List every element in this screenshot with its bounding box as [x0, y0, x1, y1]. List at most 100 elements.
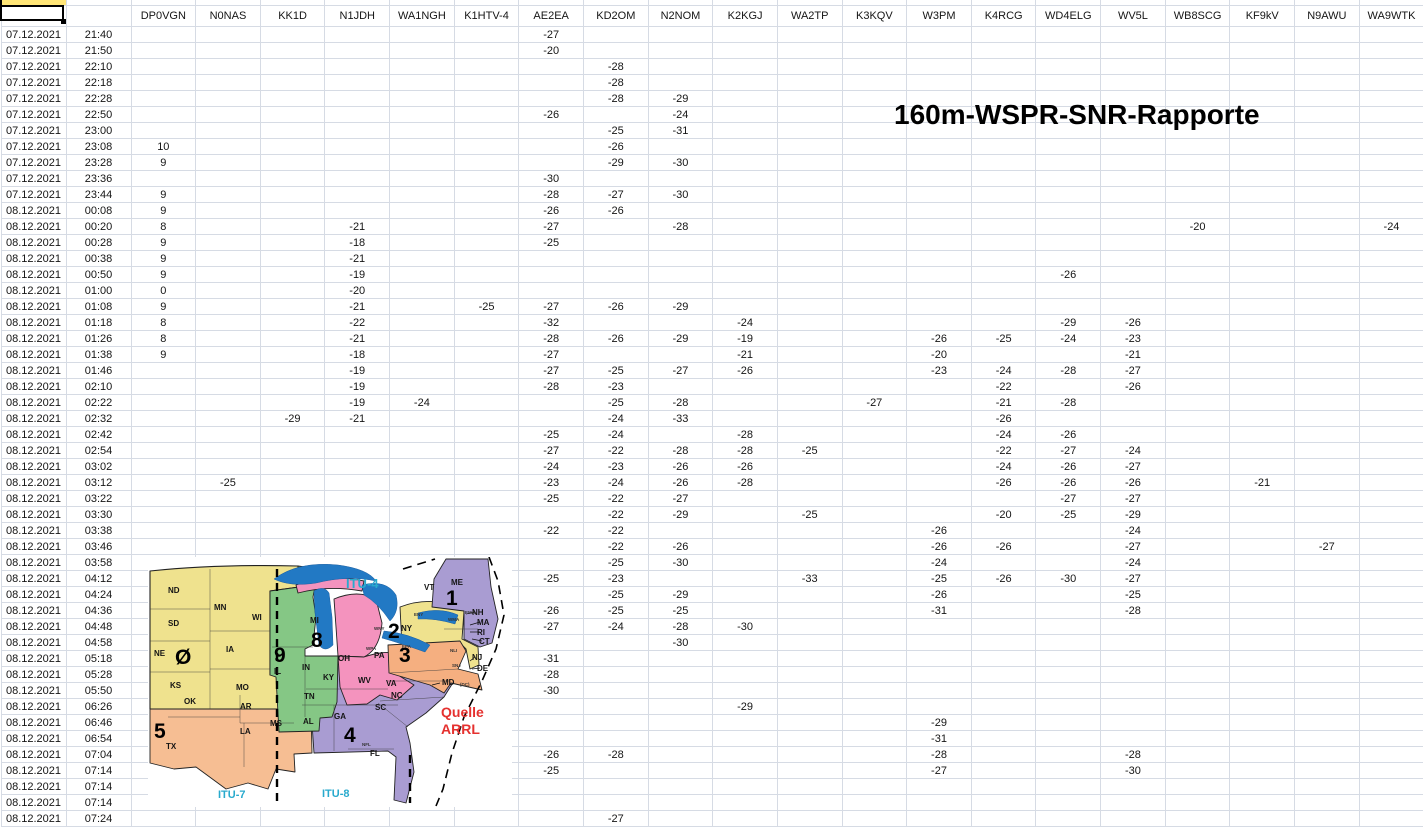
snr-cell[interactable] — [712, 602, 778, 619]
snr-cell[interactable] — [1035, 250, 1102, 267]
snr-cell[interactable] — [1229, 266, 1296, 283]
snr-cell[interactable]: -19 — [324, 362, 391, 379]
snr-cell[interactable] — [1359, 74, 1423, 91]
snr-cell[interactable] — [1294, 490, 1360, 507]
snr-cell[interactable] — [1165, 106, 1231, 123]
snr-cell[interactable] — [131, 490, 197, 507]
snr-cell[interactable] — [1294, 698, 1360, 715]
snr-cell[interactable] — [842, 170, 908, 187]
snr-cell[interactable] — [389, 138, 455, 155]
date-cell[interactable]: 07.12.2021 — [1, 154, 67, 171]
snr-cell[interactable] — [971, 746, 1037, 763]
snr-cell[interactable] — [260, 298, 326, 315]
snr-cell[interactable] — [1229, 218, 1296, 235]
snr-cell[interactable]: -23 — [583, 378, 649, 395]
snr-cell[interactable] — [712, 138, 778, 155]
snr-cell[interactable] — [1359, 106, 1423, 123]
snr-cell[interactable] — [842, 698, 908, 715]
snr-cell[interactable] — [260, 810, 326, 827]
snr-cell[interactable]: -28 — [712, 442, 778, 459]
snr-cell[interactable] — [1359, 586, 1423, 603]
snr-cell[interactable] — [1229, 410, 1296, 427]
cell[interactable] — [260, 0, 326, 6]
snr-cell[interactable]: -28 — [518, 186, 584, 203]
snr-cell[interactable] — [971, 730, 1037, 747]
snr-cell[interactable] — [195, 42, 261, 59]
snr-cell[interactable] — [1229, 106, 1296, 123]
snr-cell[interactable]: -24 — [712, 314, 778, 331]
snr-cell[interactable] — [583, 106, 649, 123]
snr-cell[interactable] — [777, 778, 843, 795]
snr-cell[interactable]: -27 — [583, 810, 649, 827]
snr-cell[interactable] — [1294, 474, 1360, 491]
snr-cell[interactable] — [131, 442, 197, 459]
snr-cell[interactable] — [454, 250, 520, 267]
snr-cell[interactable] — [1165, 346, 1231, 363]
snr-cell[interactable]: -26 — [971, 570, 1037, 587]
snr-cell[interactable] — [1229, 362, 1296, 379]
snr-cell[interactable] — [1100, 650, 1166, 667]
snr-cell[interactable] — [518, 794, 584, 811]
snr-cell[interactable] — [195, 314, 261, 331]
snr-cell[interactable]: -29 — [648, 298, 714, 315]
snr-cell[interactable] — [1165, 282, 1231, 299]
snr-cell[interactable]: -24 — [583, 618, 649, 635]
snr-cell[interactable]: -23 — [1100, 330, 1166, 347]
snr-cell[interactable] — [131, 394, 197, 411]
snr-cell[interactable] — [842, 746, 908, 763]
snr-cell[interactable] — [777, 250, 843, 267]
snr-cell[interactable]: -22 — [583, 538, 649, 555]
snr-cell[interactable] — [1229, 650, 1296, 667]
snr-cell[interactable] — [906, 106, 972, 123]
snr-cell[interactable] — [1229, 730, 1296, 747]
snr-cell[interactable] — [1359, 186, 1423, 203]
snr-cell[interactable]: -27 — [1100, 538, 1166, 555]
snr-cell[interactable]: -29 — [1100, 506, 1166, 523]
snr-cell[interactable]: -27 — [583, 186, 649, 203]
snr-cell[interactable]: -29 — [648, 90, 714, 107]
snr-cell[interactable] — [131, 122, 197, 139]
cell[interactable] — [648, 0, 714, 6]
snr-cell[interactable] — [1294, 42, 1360, 59]
snr-cell[interactable] — [1035, 650, 1102, 667]
snr-cell[interactable] — [1294, 378, 1360, 395]
snr-cell[interactable] — [260, 522, 326, 539]
snr-cell[interactable] — [1035, 682, 1102, 699]
snr-cell[interactable] — [777, 106, 843, 123]
snr-cell[interactable]: -25 — [583, 602, 649, 619]
snr-cell[interactable] — [906, 778, 972, 795]
snr-cell[interactable] — [777, 330, 843, 347]
snr-cell[interactable] — [648, 138, 714, 155]
snr-cell[interactable]: 9 — [131, 154, 197, 171]
cell[interactable] — [1294, 0, 1360, 6]
cell[interactable] — [454, 0, 520, 6]
snr-cell[interactable]: -28 — [1035, 362, 1102, 379]
snr-cell[interactable] — [712, 90, 778, 107]
snr-cell[interactable]: -27 — [1100, 362, 1166, 379]
snr-cell[interactable]: -26 — [583, 298, 649, 315]
time-cell[interactable]: 01:00 — [66, 282, 132, 299]
snr-cell[interactable] — [1229, 746, 1296, 763]
time-cell[interactable]: 01:18 — [66, 314, 132, 331]
snr-cell[interactable] — [454, 154, 520, 171]
snr-cell[interactable] — [1165, 634, 1231, 651]
snr-cell[interactable] — [712, 122, 778, 139]
snr-cell[interactable] — [1359, 474, 1423, 491]
snr-cell[interactable] — [260, 362, 326, 379]
snr-cell[interactable]: -21 — [712, 346, 778, 363]
snr-cell[interactable] — [1294, 74, 1360, 91]
snr-cell[interactable] — [906, 810, 972, 827]
snr-cell[interactable]: -32 — [518, 314, 584, 331]
snr-cell[interactable] — [777, 522, 843, 539]
snr-cell[interactable] — [518, 58, 584, 75]
snr-cell[interactable]: -20 — [324, 282, 391, 299]
snr-cell[interactable]: -26 — [518, 746, 584, 763]
snr-cell[interactable] — [971, 298, 1037, 315]
snr-cell[interactable] — [195, 378, 261, 395]
date-cell[interactable]: 08.12.2021 — [1, 746, 67, 763]
snr-cell[interactable] — [842, 794, 908, 811]
snr-cell[interactable]: -28 — [583, 90, 649, 107]
snr-cell[interactable]: -22 — [971, 442, 1037, 459]
snr-cell[interactable]: -26 — [906, 522, 972, 539]
snr-cell[interactable] — [1229, 602, 1296, 619]
